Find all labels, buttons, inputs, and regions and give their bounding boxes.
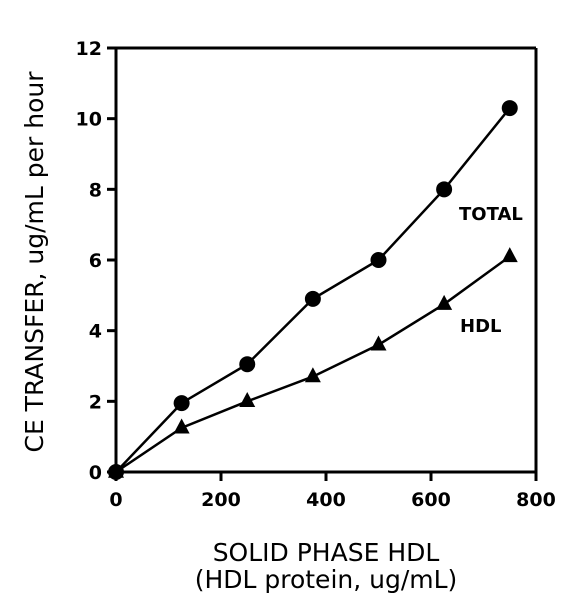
point-total [304, 290, 321, 307]
x-tick-label: 600 [411, 489, 451, 511]
point-total [370, 252, 387, 268]
series-line-total [115, 107, 511, 473]
x-axis-subtitle: (HDL protein, ug/mL) [195, 565, 458, 594]
y-tick-label: 2 [89, 391, 102, 413]
point-hdl [173, 418, 190, 434]
x-tick-label: 800 [516, 489, 556, 511]
y-tick-label: 0 [89, 462, 102, 484]
point-hdl [436, 294, 453, 310]
x-axis-title: SOLID PHASE HDL [213, 538, 440, 567]
point-hdl [370, 335, 387, 351]
y-tick-label: 4 [89, 321, 102, 343]
point-total [239, 356, 256, 373]
y-axis-title: CE TRANSFER, ug/mL per hour [20, 71, 49, 453]
y-ticks: 0 2 4 6 8 10 12 [76, 38, 116, 484]
series-label-hdl: HDL [460, 316, 501, 337]
y-tick-label: 6 [89, 250, 102, 272]
series-label-total: TOTAL [459, 204, 523, 225]
series-layer [108, 100, 518, 480]
series-line-hdl [115, 255, 511, 474]
point-total [436, 181, 453, 198]
point-total [501, 100, 518, 117]
x-tick-label: 0 [109, 489, 122, 511]
y-tick-label: 8 [89, 179, 102, 201]
point-hdl [108, 462, 124, 478]
point-hdl [304, 367, 321, 383]
point-hdl [501, 247, 518, 263]
point-total [173, 395, 190, 412]
x-tick-label: 400 [306, 489, 346, 511]
x-ticks: 0 200 400 600 800 [109, 472, 556, 511]
y-tick-label: 12 [76, 38, 102, 60]
x-tick-label: 200 [201, 489, 241, 511]
y-tick-label: 10 [76, 109, 102, 131]
point-hdl [239, 392, 256, 408]
